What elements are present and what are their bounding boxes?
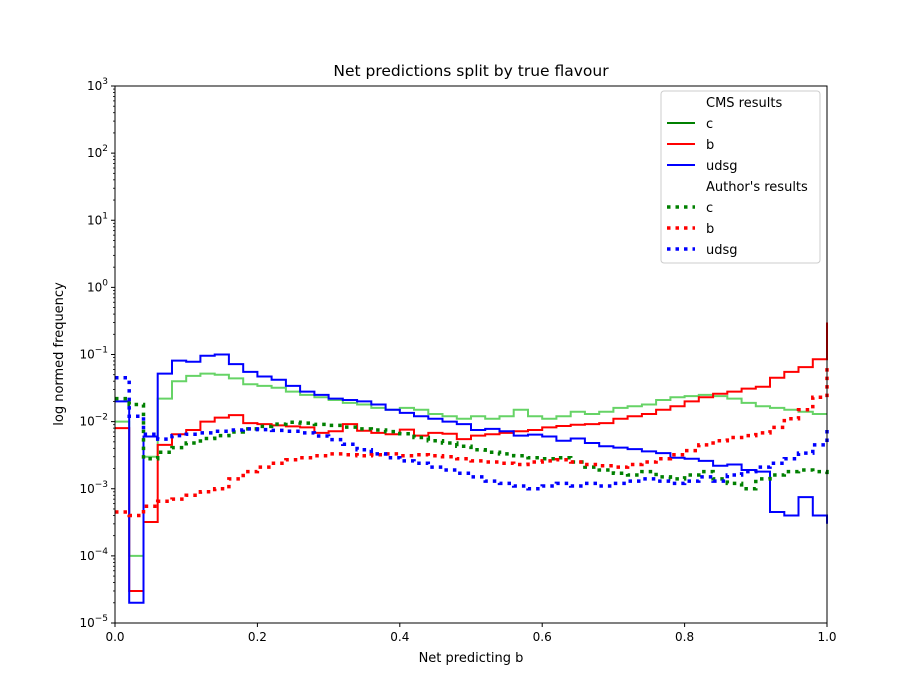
x-axis-label: Net predicting b [419, 651, 524, 666]
y-axis-label: log normed frequency [52, 282, 67, 426]
x-tick-label: 1.0 [817, 630, 836, 644]
x-tick-label: 0.0 [105, 630, 124, 644]
series-cms-udsg-line [115, 353, 828, 604]
x-tick-label: 0.6 [533, 630, 552, 644]
legend-group-title: CMS results [706, 96, 782, 111]
legend-entry-label: c [706, 201, 713, 216]
series-layer [115, 322, 829, 604]
x-axis: 0.0 0.2 0.4 0.6 0.8 1.0 [105, 623, 837, 644]
y-tick-label: 10−3 [79, 480, 108, 496]
y-tick-label: 100 [87, 278, 108, 294]
legend-entry-label: c [706, 117, 713, 132]
y-axis: 10−5 10−4 10−3 10−2 10−1 100 101 102 103 [79, 77, 115, 630]
chart-title: Net predictions split by true flavour [333, 62, 609, 80]
legend-group-title: Author's results [706, 180, 808, 195]
y-tick-label: 10−2 [79, 413, 108, 429]
y-tick-label: 101 [87, 211, 108, 227]
x-tick-label: 0.8 [675, 630, 694, 644]
series-cms-c-line [115, 372, 827, 557]
legend-entry-label: udsg [706, 159, 738, 174]
x-tick-label: 0.2 [248, 630, 267, 644]
series-author-b-line [115, 367, 829, 518]
x-tick-label: 0.4 [390, 630, 409, 644]
legend-entry-label: udsg [706, 243, 738, 258]
legend-entry-label: b [706, 222, 714, 237]
series-cms-b-line [115, 322, 828, 592]
legend-frame [660, 90, 821, 264]
y-tick-label: 10−5 [79, 614, 108, 630]
y-tick-label: 10−4 [79, 547, 108, 563]
y-tick-label: 10−1 [79, 346, 108, 362]
y-tick-label: 103 [87, 77, 108, 93]
y-tick-label: 102 [87, 144, 108, 160]
legend-entry-label: b [706, 138, 714, 153]
